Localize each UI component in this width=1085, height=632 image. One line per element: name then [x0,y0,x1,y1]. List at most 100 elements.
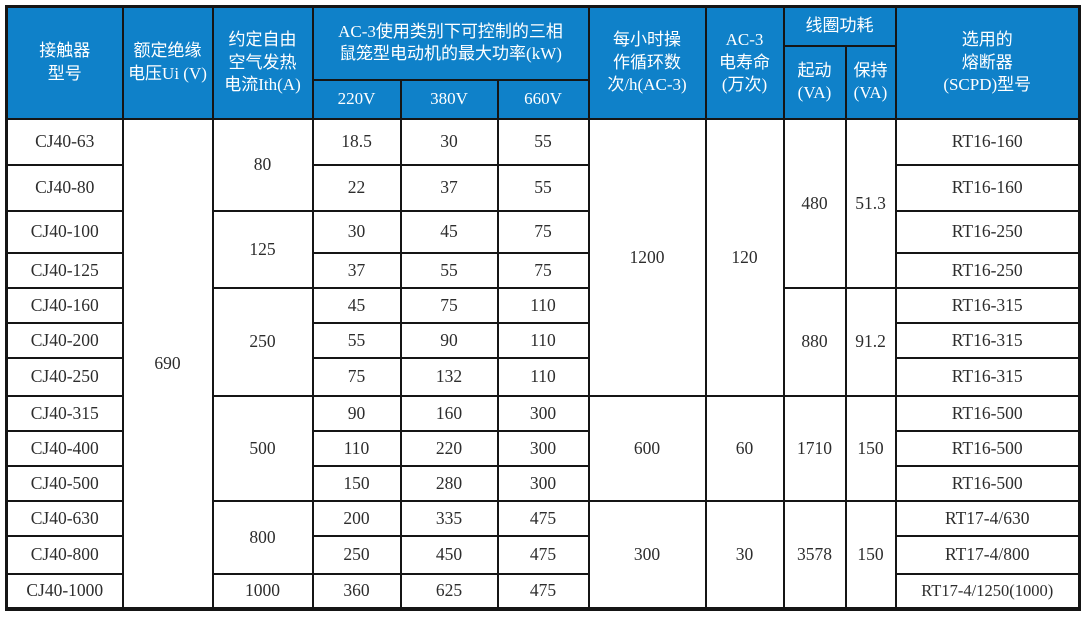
cell-power-220: 360 [311,572,402,610]
cell-coil-hold-group: 91.2 [844,286,897,397]
col-header-220v: 220V [311,78,402,120]
cell-fuse: RT16-500 [894,394,1081,432]
cell-electrical-life-group: 120 [704,117,785,397]
cell-model: CJ40-100 [5,209,124,254]
cell-fuse: RT16-160 [894,163,1081,212]
cell-thermal-current-group: 125 [211,209,314,289]
cell-power-660: 300 [496,394,590,432]
cell-model: CJ40-400 [5,429,124,467]
table-row: CJ40-80 22 37 55 RT16-160 [5,163,1081,212]
cell-ops-cycles-group: 300 [587,499,707,610]
cell-fuse: RT16-315 [894,356,1081,397]
table-row: CJ40-800 250 450 475 RT17-4/800 [5,534,1081,575]
table-row: CJ40-200 55 90 110 RT16-315 [5,321,1081,359]
table-row: CJ40-315 500 90 160 300 600 60 1710 150 … [5,394,1081,502]
cell-ops-cycles-group: 1200 [587,117,707,397]
cell-power-220: 75 [311,356,402,397]
cell-coil-start-group: 480 [782,117,847,289]
table-row: CJ40-125 37 55 75 RT16-250 [5,251,1081,289]
cell-fuse: RT17-4/630 [894,499,1081,537]
cell-fuse: RT16-500 [894,464,1081,502]
cell-fuse: RT16-160 [894,117,1081,166]
col-header-rated-voltage: 额定绝缘 电压Ui (V) [121,5,214,120]
col-header-model: 接触器 型号 [5,5,124,120]
cell-fuse: RT16-315 [894,286,1081,324]
table-row: CJ40-100 125 30 45 75 RT16-250 [5,209,1081,289]
cell-power-660: 475 [496,499,590,537]
cell-power-380: 625 [399,572,499,610]
cell-power-380: 45 [399,209,499,254]
cell-power-660: 110 [496,321,590,359]
cell-coil-start-group: 3578 [782,499,847,610]
col-header-electrical-life: AC-3 电寿命 (万次) [704,5,785,120]
cell-power-380: 132 [399,356,499,397]
table-header: 接触器 型号 额定绝缘 电压Ui (V) 约定自由 空气发热 电流Ith(A) … [5,5,1081,120]
cell-model: CJ40-800 [5,534,124,575]
cell-thermal-current-group: 80 [211,117,314,212]
table-row: CJ40-250 75 132 110 RT16-315 [5,356,1081,397]
cell-power-220: 55 [311,321,402,359]
cell-ops-cycles-group: 600 [587,394,707,502]
cell-power-660: 55 [496,117,590,166]
cell-power-660: 475 [496,534,590,575]
cell-electrical-life-group: 30 [704,499,785,610]
cell-coil-start-group: 880 [782,286,847,397]
cell-power-380: 75 [399,286,499,324]
cell-power-220: 37 [311,251,402,289]
table-row: CJ40-630 800 200 335 475 300 30 3578 150… [5,499,1081,610]
cell-power-220: 200 [311,499,402,537]
cell-power-220: 22 [311,163,402,212]
cell-power-220: 150 [311,464,402,502]
col-header-660v: 660V [496,78,590,120]
table-row: CJ40-160 250 45 75 110 880 91.2 RT16-315 [5,286,1081,397]
cell-power-660: 300 [496,429,590,467]
cell-power-380: 90 [399,321,499,359]
cell-model: CJ40-80 [5,163,124,212]
col-header-ops-cycles: 每小时操 作循环数 次/h(AC-3) [587,5,707,120]
cell-model: CJ40-315 [5,394,124,432]
cell-power-380: 37 [399,163,499,212]
cell-thermal-current-group: 250 [211,286,314,397]
cell-coil-hold-group: 51.3 [844,117,897,289]
cell-power-380: 450 [399,534,499,575]
col-header-coil-start: 起动 (VA) [782,44,847,120]
cell-power-660: 75 [496,251,590,289]
cell-thermal-current-group: 500 [211,394,314,502]
cell-power-380: 55 [399,251,499,289]
cell-coil-hold-group: 150 [844,499,897,610]
cell-fuse: RT16-315 [894,321,1081,359]
col-header-coil-hold: 保持 (VA) [844,44,897,120]
cell-thermal-current-group: 1000 [211,572,314,610]
table-body: CJ40-63 690 80 18.5 30 55 1200 120 480 5… [5,117,1081,610]
cell-fuse: RT17-4/800 [894,534,1081,575]
header-row-1: 接触器 型号 额定绝缘 电压Ui (V) 约定自由 空气发热 电流Ith(A) … [5,5,1081,120]
cell-power-380: 220 [399,429,499,467]
cell-electrical-life-group: 60 [704,394,785,502]
col-header-fuse: 选用的 熔断器 (SCPD)型号 [894,5,1081,120]
col-header-coil-power-group: 线圈功耗 [782,5,897,47]
cell-model: CJ40-630 [5,499,124,537]
cell-model: CJ40-125 [5,251,124,289]
header-row-2: 起动 (VA) 保持 (VA) [7,44,1080,120]
header-row-3: 220V 380V 660V [7,78,1080,120]
cell-power-660: 75 [496,209,590,254]
cell-power-660: 55 [496,163,590,212]
table-row: CJ40-63 690 80 18.5 30 55 1200 120 480 5… [5,117,1081,610]
table-row: CJ40-500 150 280 300 RT16-500 [5,464,1081,502]
cell-fuse: RT16-250 [894,209,1081,254]
cell-model: CJ40-200 [5,321,124,359]
cell-coil-start-group: 1710 [782,394,847,502]
cell-rated-voltage-group: 690 [121,117,214,610]
col-header-power-group: AC-3使用类别下可控制的三相 鼠笼型电动机的最大功率(kW) [311,5,590,81]
cell-power-220: 45 [311,286,402,324]
table-row: CJ40-1000 1000 360 625 475 RT17-4/1250(1… [5,572,1081,610]
cell-power-220: 90 [311,394,402,432]
cell-fuse: RT16-500 [894,429,1081,467]
cell-model: CJ40-250 [5,356,124,397]
cell-model: CJ40-160 [5,286,124,324]
cell-power-220: 30 [311,209,402,254]
cell-power-380: 30 [399,117,499,166]
cell-power-380: 280 [399,464,499,502]
table-row: CJ40-400 110 220 300 RT16-500 [5,429,1081,467]
cell-power-660: 110 [496,356,590,397]
